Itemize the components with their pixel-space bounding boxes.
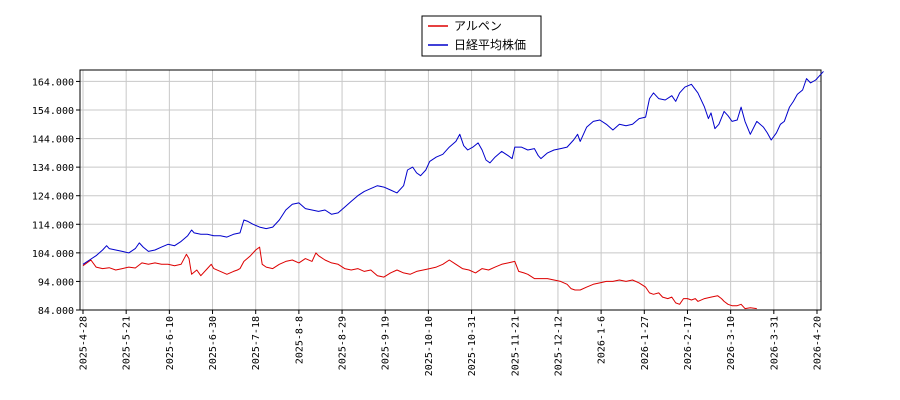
- legend-label-nikkei: 日経平均株価: [454, 37, 526, 52]
- x-tick-label: 2026-4-20: [813, 316, 824, 370]
- x-tick-label: 2025-10-31: [467, 316, 478, 376]
- x-tick-label: 2025-11-21: [510, 316, 521, 376]
- y-tick-label: 164.000: [32, 77, 74, 88]
- plot-frame: [79, 69, 822, 311]
- series-lines: [82, 71, 824, 310]
- x-tick-label: 2026-2-17: [683, 316, 694, 370]
- legend: アルペン 日経平均株価: [421, 15, 542, 57]
- x-tick-label: 2025-7-18: [251, 316, 262, 370]
- x-tick-label: 2025-5-21: [122, 316, 133, 370]
- y-axis: 84.000 94.000 104.000 114.000 124.000 134.000…: [32, 77, 80, 317]
- legend-label-alpen: アルペン: [454, 19, 502, 33]
- grid-lines: [80, 70, 821, 311]
- y-tick-label: 144.000: [32, 135, 74, 146]
- x-tick-label: 2025-8-29: [338, 316, 349, 370]
- x-tick-label: 2025-6-30: [208, 316, 219, 370]
- y-tick-label: 134.000: [32, 163, 74, 174]
- y-tick-label: 94.000: [38, 277, 74, 288]
- x-tick-label: 2025-6-10: [165, 316, 176, 370]
- y-tick-label: 114.000: [32, 220, 74, 231]
- x-tick-label: 2026-3-10: [726, 316, 737, 370]
- y-tick-label: 84.000: [38, 306, 74, 317]
- x-tick-label: 2025-9-19: [381, 316, 392, 370]
- y-tick-label: 124.000: [32, 192, 74, 203]
- x-tick-label: 2025-8-8: [294, 316, 305, 364]
- x-tick-label: 2025-10-10: [424, 316, 435, 376]
- x-axis: 2025-4-28 2025-5-21 2025-6-10 2025-6-30 2025…: [79, 310, 824, 376]
- series-line-nikkei: [82, 71, 824, 265]
- legend-box: [421, 15, 542, 57]
- x-tick-label: 2025-12-12: [553, 316, 564, 376]
- y-tick-label: 104.000: [32, 249, 74, 260]
- x-tick-label: 2025-4-28: [79, 316, 90, 370]
- x-tick-label: 2026-1-6: [597, 316, 608, 364]
- x-tick-label: 2026-3-31: [769, 316, 780, 370]
- y-tick-label: 154.000: [32, 106, 74, 117]
- x-tick-label: 2026-1-27: [640, 316, 651, 370]
- series-line-alpen: [82, 246, 757, 310]
